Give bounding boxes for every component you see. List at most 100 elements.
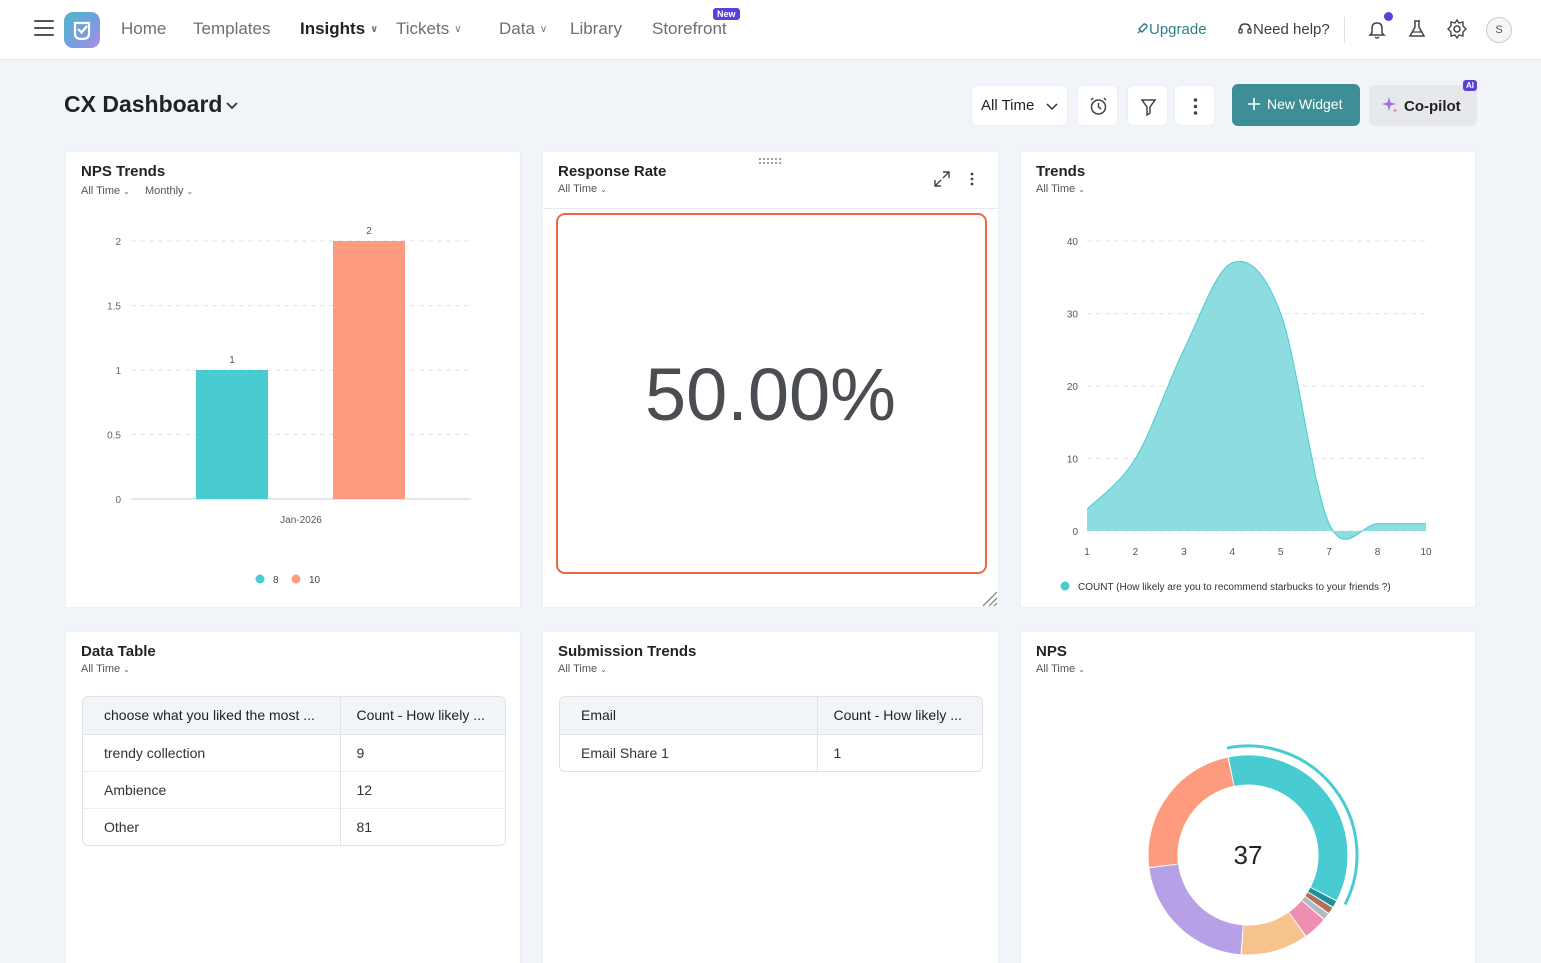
table-cell: 9 xyxy=(339,734,505,772)
column-header[interactable]: choose what you liked the most ... xyxy=(83,697,340,735)
copilot-button[interactable]: Co-pilot xyxy=(1369,85,1477,126)
flask-icon[interactable] xyxy=(1406,18,1428,40)
x-tick-label: 2 xyxy=(1133,547,1139,558)
time-filter[interactable]: All Time ⌄ xyxy=(558,663,607,675)
more-options-button[interactable] xyxy=(1174,85,1215,126)
donut-segment[interactable] xyxy=(1228,755,1348,901)
nav-item-label: Home xyxy=(121,19,167,38)
column-header[interactable]: Email xyxy=(560,697,817,735)
time-filter[interactable]: All Time ⌄ xyxy=(1036,663,1085,675)
y-tick-label: 0.5 xyxy=(107,431,121,442)
filter-button[interactable] xyxy=(1127,85,1168,126)
bar[interactable] xyxy=(196,370,268,499)
nav-item-data[interactable]: Data ∨ xyxy=(499,19,547,39)
column-header[interactable]: Count - How likely ... xyxy=(339,697,505,735)
y-tick-label: 0 xyxy=(1072,527,1078,538)
nps-bar-chart: 0 0.5 1 1.5 2 1 2 Jan-2026 8 10 xyxy=(107,226,471,586)
legend-label[interactable]: 8 xyxy=(273,575,279,586)
table-row: Email Share 1 1 xyxy=(560,734,982,771)
nav-item-label: Templates xyxy=(193,19,271,38)
x-tick-label: 5 xyxy=(1278,547,1284,558)
nav-item-label: Data xyxy=(499,19,535,38)
chevron-down-icon: ∨ xyxy=(454,24,462,35)
x-tick-label: 8 xyxy=(1375,547,1381,558)
y-tick-label: 1 xyxy=(115,366,121,377)
table-cell: Ambience xyxy=(83,771,340,809)
table-cell: Email Share 1 xyxy=(581,744,669,761)
legend-label[interactable]: 10 xyxy=(309,575,321,586)
widget-response-rate: Response Rate All Time ⌄ 50.00% xyxy=(542,151,999,608)
nav-item-tickets[interactable]: Tickets ∨ xyxy=(396,19,462,39)
legend-label[interactable]: COUNT (How likely are you to recommend s… xyxy=(1078,582,1391,593)
schedule-button[interactable] xyxy=(1077,85,1118,126)
period-filter[interactable]: Monthly ⌄ xyxy=(145,185,194,197)
new-widget-label: New Widget xyxy=(1267,96,1343,112)
table-cell: 12 xyxy=(339,771,505,809)
more-vertical-icon[interactable] xyxy=(962,169,982,189)
app-logo[interactable] xyxy=(64,12,100,48)
submission-table: Email Count - How likely ... Email Share… xyxy=(559,696,983,772)
trends-area-chart: 0 10 20 30 40 1 2 3 4 5 7 8 10 COUNT (How likely are … xyxy=(1060,237,1432,593)
sparkle-icon xyxy=(1382,97,1398,113)
table-row: Ambience 12 xyxy=(83,771,505,809)
drag-handle-icon[interactable] xyxy=(757,156,787,166)
nav-item-home[interactable]: Home xyxy=(121,19,166,39)
widget-title: Response Rate xyxy=(558,163,667,180)
y-tick-label: 20 xyxy=(1067,382,1079,393)
nps-donut-chart: 37 xyxy=(1148,744,1359,955)
more-vertical-icon xyxy=(1193,98,1198,115)
y-tick-label: 30 xyxy=(1067,310,1079,321)
data-table: choose what you liked the most ... Count… xyxy=(82,696,506,846)
legend-marker xyxy=(255,574,265,584)
alarm-clock-icon xyxy=(1090,97,1107,115)
resize-handle-icon[interactable] xyxy=(980,589,998,607)
nav-item-label: Library xyxy=(570,19,622,38)
time-filter[interactable]: All Time ⌄ xyxy=(81,663,130,675)
expand-icon[interactable] xyxy=(932,169,952,189)
nav-item-storefront[interactable]: Storefront xyxy=(652,19,727,39)
widget-nps-trends: NPS Trends All Time ⌄ Monthly ⌄ 0 0.5 1 1.5 2 1… xyxy=(65,151,521,608)
need-help-label: Need help? xyxy=(1253,21,1330,38)
donut-segment[interactable] xyxy=(1305,892,1333,913)
time-filter[interactable]: All Time ⌄ xyxy=(558,183,607,195)
page-title: CX Dashboard xyxy=(64,91,223,117)
table-cell: 1 xyxy=(816,734,982,771)
widget-trends: Trends All Time ⌄ 0 10 20 30 40 1 2 3 4 5 7 8 10 COUNT… xyxy=(1020,151,1476,608)
x-tick-label: 4 xyxy=(1230,547,1236,558)
need-help-link[interactable]: Need help? xyxy=(1237,21,1330,38)
ai-badge: AI xyxy=(1463,80,1477,91)
x-tick-label: Jan-2026 xyxy=(280,515,322,526)
gear-icon[interactable] xyxy=(1446,18,1468,40)
nav-item-insights[interactable]: Insights ∨ xyxy=(300,19,378,39)
time-filter[interactable]: All Time ⌄ xyxy=(1036,183,1085,195)
donut-segment[interactable] xyxy=(1148,757,1235,868)
avatar[interactable]: S xyxy=(1486,17,1512,43)
bell-icon[interactable] xyxy=(1366,18,1388,40)
bar[interactable] xyxy=(333,241,405,499)
x-tick-label: 7 xyxy=(1326,547,1332,558)
upgrade-link[interactable]: Upgrade xyxy=(1135,21,1207,38)
menu-icon[interactable] xyxy=(34,20,54,38)
selection-highlight xyxy=(556,213,987,574)
donut-segment[interactable] xyxy=(1241,912,1306,955)
nav-item-library[interactable]: Library xyxy=(570,19,622,39)
new-badge: New xyxy=(713,8,740,20)
bar-value-label: 2 xyxy=(366,226,372,237)
donut-segment[interactable] xyxy=(1302,896,1329,919)
area-series[interactable] xyxy=(1087,261,1426,540)
donut-segment[interactable] xyxy=(1308,887,1337,907)
column-header[interactable]: Count - How likely ... xyxy=(816,697,982,735)
chevron-down-icon[interactable] xyxy=(222,96,242,116)
x-tick-label: 10 xyxy=(1420,547,1432,558)
time-filter-select[interactable]: All Time xyxy=(971,85,1068,126)
widget-title: NPS xyxy=(1036,643,1067,660)
table-cell: Other xyxy=(104,818,140,835)
y-tick-label: 10 xyxy=(1067,455,1079,466)
new-widget-button[interactable]: New Widget xyxy=(1232,84,1360,126)
nav-item-templates[interactable]: Templates xyxy=(193,19,270,39)
time-filter[interactable]: All Time ⌄ xyxy=(81,185,130,197)
x-tick-label: 3 xyxy=(1181,547,1187,558)
donut-segment[interactable] xyxy=(1149,863,1244,955)
donut-segment[interactable] xyxy=(1288,900,1324,936)
widget-nps: NPS All Time ⌄ 37 xyxy=(1020,631,1476,963)
